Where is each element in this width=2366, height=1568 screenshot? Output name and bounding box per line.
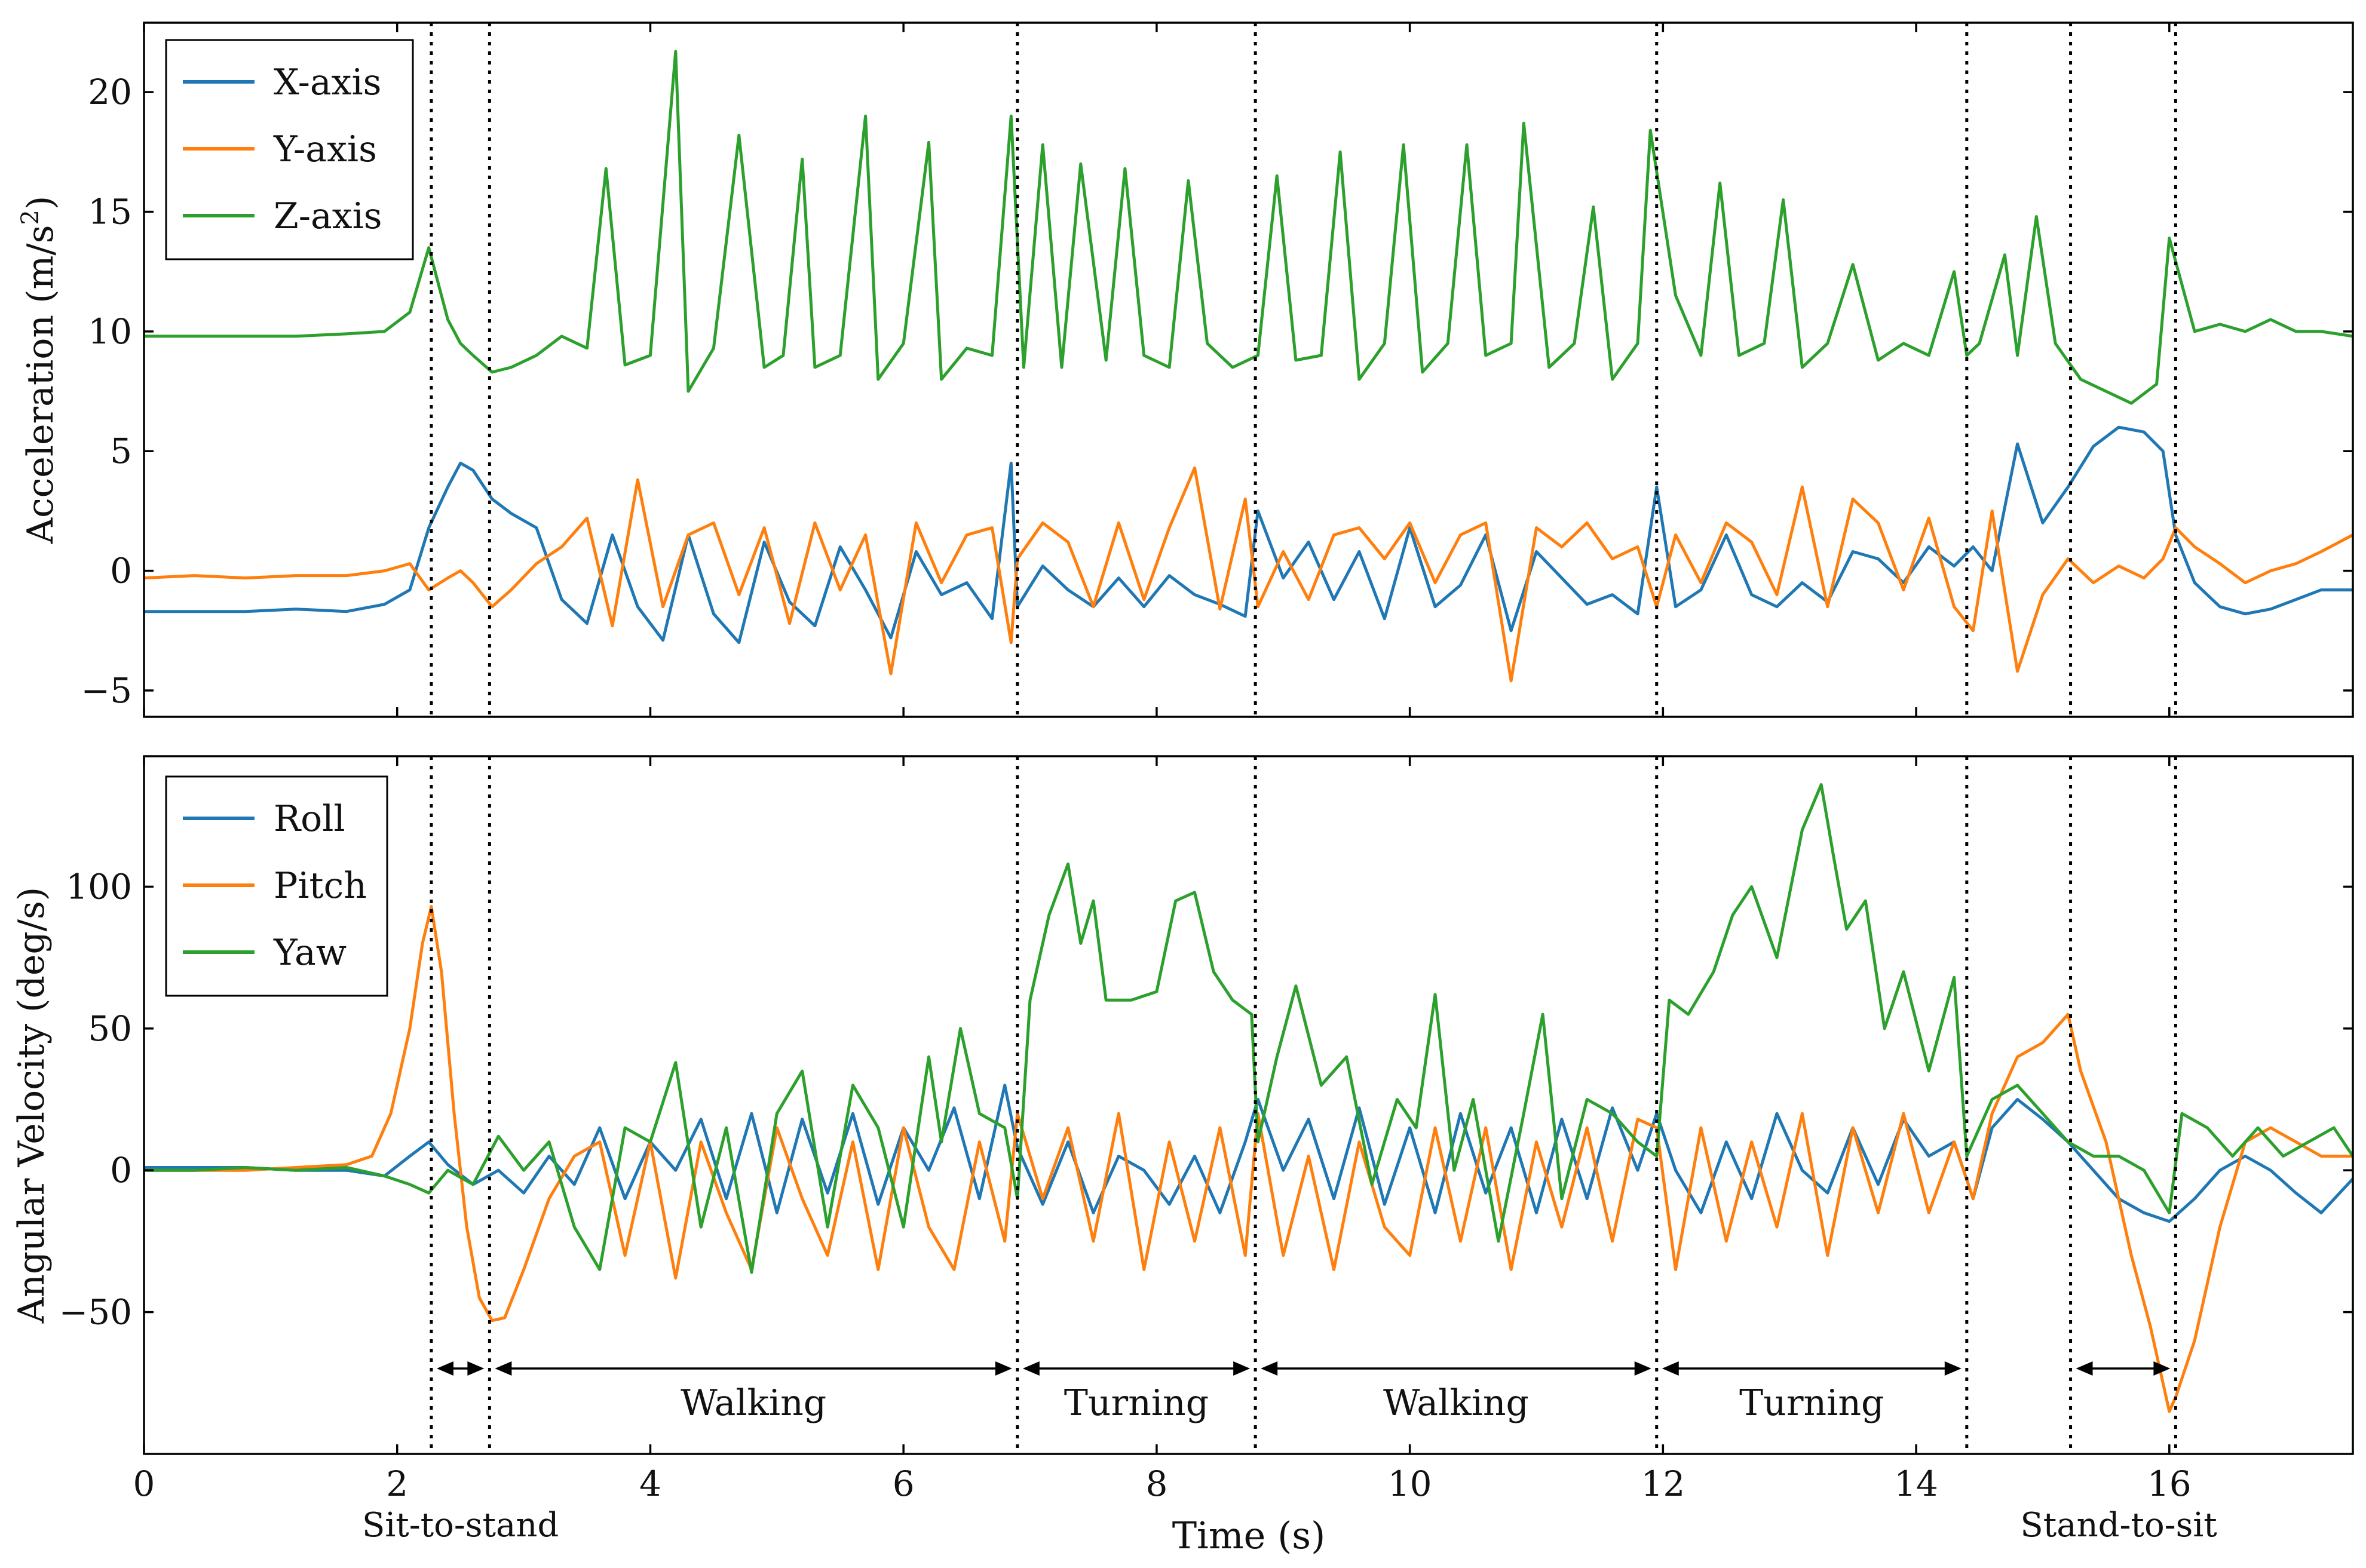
angular-velocity-legend-label-roll: Roll <box>274 798 345 840</box>
angular-velocity-series-roll-line <box>144 1084 2354 1223</box>
phase-arrow-head-left <box>1022 1361 1040 1376</box>
phase-arrow-head-right <box>1634 1361 1651 1376</box>
phase-label-walking: Walking <box>681 1382 826 1424</box>
acceleration-series-y-axis-line <box>143 466 2354 683</box>
time-xtick-label: 14 <box>1894 1463 1938 1504</box>
acceleration-legend-label-x-axis: X-axis <box>274 62 381 103</box>
time-xtick-label: 2 <box>386 1463 408 1504</box>
phase-arrow-head-right <box>1944 1361 1962 1376</box>
angular-velocity-ytick-label: 50 <box>88 1008 132 1049</box>
acceleration-ytick-label: 5 <box>110 431 132 471</box>
acceleration-legend-label-z-axis: Z-axis <box>274 195 382 237</box>
time-xtick-label: 4 <box>639 1463 661 1504</box>
phase-arrow-head-left <box>1261 1361 1278 1376</box>
phase-arrows: Walking Turning Walking Turning <box>436 1361 2171 1424</box>
acceleration-axis-label-end: ) <box>20 196 62 210</box>
acceleration-ytick-label: 0 <box>110 551 132 591</box>
acceleration-series-group <box>143 50 2354 683</box>
acceleration-x-ticks <box>143 23 2171 717</box>
phase-arrow-head-right <box>467 1361 485 1376</box>
angular-velocity-series-yaw-line <box>144 783 2355 1274</box>
time-xtick-label: 12 <box>1641 1463 1685 1504</box>
phase-arrow-head-right <box>1233 1361 1251 1376</box>
acceleration-axis-label-main: Acceleration (m/s <box>20 225 62 545</box>
phase-label-walking: Walking <box>1383 1382 1529 1424</box>
time-xtick-label: 10 <box>1388 1463 1432 1504</box>
phase-arrow-head-right <box>995 1361 1012 1376</box>
angular-velocity-legend-label-pitch: Pitch <box>274 865 367 907</box>
acceleration-panel: −5 0 5 10 15 20 Acceleration (m/s2) X-axis Y-a… <box>17 22 2354 718</box>
angular-velocity-x-ticks: 0 2 4 6 8 10 12 14 16 <box>133 756 2192 1504</box>
time-xtick-label: 16 <box>2147 1463 2192 1504</box>
phase-arrow-head-left <box>495 1361 512 1376</box>
acceleration-legend: X-axis Y-axis Z-axis <box>165 39 414 260</box>
angular-velocity-ytick-label: 100 <box>66 866 132 907</box>
acceleration-axis-label: Acceleration (m/s2) <box>17 196 62 545</box>
angular-velocity-legend: Roll Pitch Yaw <box>165 775 388 997</box>
angular-velocity-phase-lines <box>430 756 2177 1454</box>
acceleration-series-x-axis-line <box>144 425 2353 645</box>
phase-arrow-head-left <box>2076 1361 2093 1376</box>
time-xtick-label: 0 <box>133 1463 155 1504</box>
angular-velocity-ytick-label: −50 <box>59 1292 132 1333</box>
phase-arrow-head-left <box>436 1361 453 1376</box>
angular-velocity-axis-label: Angular Velocity (deg/s) <box>11 887 53 1324</box>
angular-velocity-ytick-label: 0 <box>110 1150 132 1190</box>
acceleration-plot-frame <box>143 22 2354 718</box>
angular-velocity-plot-frame <box>143 755 2354 1455</box>
angular-velocity-legend-label-yaw: Yaw <box>273 932 347 974</box>
phase-label-turning: Turning <box>1739 1382 1884 1424</box>
transition-annotations: Sit-to-stand Stand-to-sit <box>362 1506 2217 1545</box>
acceleration-y-ticks: −5 0 5 10 15 20 <box>81 72 2353 711</box>
angular-velocity-y-ticks: −50 0 50 100 <box>59 866 2353 1333</box>
transition-label-stand-to-sit: Stand-to-sit <box>2020 1506 2217 1545</box>
time-axis-label: Time (s) <box>1172 1514 1326 1557</box>
acceleration-series-z-axis-line <box>144 50 2353 405</box>
time-xtick-label: 6 <box>893 1463 915 1504</box>
angular-velocity-series-pitch-line <box>144 905 2353 1413</box>
phase-arrow-head-left <box>1662 1361 1679 1376</box>
angular-velocity-series-group <box>144 783 2355 1413</box>
acceleration-ytick-label: 10 <box>88 311 132 352</box>
phase-arrow-head-right <box>2153 1361 2171 1376</box>
acceleration-phase-lines <box>430 23 2177 717</box>
transition-label-sit-to-stand: Sit-to-stand <box>362 1506 559 1545</box>
time-xtick-label: 8 <box>1145 1463 1167 1504</box>
acceleration-ytick-label: 20 <box>88 72 132 112</box>
acceleration-axis-label-sup: 2 <box>17 210 44 225</box>
phase-label-turning: Turning <box>1064 1382 1209 1424</box>
acceleration-ytick-label: −5 <box>81 670 133 711</box>
acceleration-legend-label-y-axis: Y-axis <box>273 128 377 170</box>
acceleration-ytick-label: 15 <box>88 192 132 232</box>
